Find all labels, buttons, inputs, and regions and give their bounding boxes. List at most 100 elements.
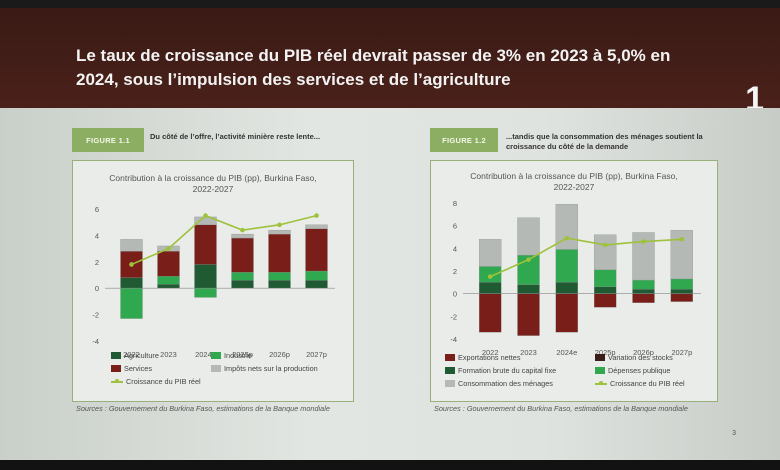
y-tick-label: 2 [453, 267, 457, 276]
legend-item: Exportations nettes [445, 353, 520, 362]
y-tick-label: -2 [450, 312, 457, 321]
growth-point [314, 213, 319, 218]
legend-label: Formation brute du capital fixe [458, 366, 557, 375]
y-tick-label: -4 [92, 337, 99, 346]
legend-line-swatch [595, 380, 607, 388]
legend-label: Industrie [224, 351, 252, 360]
y-tick-label: 6 [95, 205, 99, 214]
figure-2-legend: Exportations nettes Variation des stocks F… [445, 353, 715, 397]
bar-segment [268, 280, 291, 289]
bar-segment [120, 288, 143, 319]
figure-2-chart: Contribution à la croissance du PIB (pp)… [430, 160, 718, 402]
bar-segment [268, 229, 291, 235]
slide-body: FIGURE 1.1 Du côté de l’offre, l’activit… [0, 108, 780, 460]
bar-segment [157, 276, 180, 285]
legend-label: Services [124, 364, 152, 373]
slide-header: Le taux de croissance du PIB réel devrai… [0, 8, 780, 116]
figure-1-title-line1: Contribution à la croissance du PIB (pp)… [109, 173, 317, 183]
growth-point [679, 236, 685, 242]
bar-segment [305, 224, 328, 229]
growth-point [602, 242, 608, 248]
bar-segment [670, 288, 693, 294]
legend-line-swatch [111, 378, 123, 386]
bar-segment [594, 269, 617, 288]
x-tick-label: 2022 [482, 348, 499, 357]
legend-swatch [445, 380, 455, 387]
legend-item: Industrie [211, 351, 252, 360]
y-tick-label: 4 [453, 244, 457, 253]
legend-swatch [111, 365, 121, 372]
bar-segment [632, 232, 655, 281]
legend-label: Consommation des ménages [458, 379, 553, 388]
bar-segment [632, 293, 655, 303]
bar-segment [479, 293, 502, 333]
slide-title: Le taux de croissance du PIB réel devrai… [76, 46, 671, 89]
bar-segment [632, 279, 655, 290]
legend-swatch [445, 367, 455, 374]
bar-segment [479, 282, 502, 294]
growth-point [277, 222, 282, 228]
legend-item: Agriculture [111, 351, 159, 360]
slide-number-badge: 1 [745, 80, 764, 118]
bar-segment [194, 264, 217, 289]
bar-segment [231, 272, 254, 281]
growth-point [240, 227, 245, 233]
bar-segment [231, 233, 254, 239]
x-tick-label: 2023 [520, 348, 537, 357]
growth-point [564, 235, 570, 241]
bar-segment [555, 249, 578, 283]
legend-swatch [211, 365, 221, 372]
figure-1-legend: Agriculture Industrie Services Impôts nets … [111, 351, 351, 395]
x-tick-label: 2027p [306, 350, 327, 359]
x-tick-label: 2025p [232, 350, 253, 359]
legend-label: Dépenses publique [608, 366, 671, 375]
legend-item: Variation des stocks [595, 353, 673, 362]
bar-segment [517, 293, 540, 336]
bar-segment [231, 280, 254, 289]
y-tick-label: -4 [450, 335, 457, 344]
legend-item: Croissance du PIB réel [595, 379, 685, 388]
growth-point [129, 262, 134, 267]
bar-segment [670, 278, 693, 290]
bar-segment [157, 251, 180, 277]
legend-item: Formation brute du capital fixe [445, 366, 556, 375]
legend-label: Impôts nets sur la production [224, 364, 318, 373]
bar-segment [555, 293, 578, 333]
growth-point [641, 239, 646, 244]
x-tick-label: 2027p [671, 348, 692, 357]
bar-segment [268, 272, 291, 281]
x-tick-label: 2026p [633, 348, 654, 357]
bar-segment [670, 293, 693, 302]
y-tick-label: 8 [453, 199, 457, 208]
bar-segment [305, 228, 328, 272]
page-number: 3 [732, 430, 736, 437]
bar-segment [555, 203, 578, 250]
figure-1-source: Sources : Gouvernement du Burkina Faso, … [76, 404, 330, 413]
figure-2-title-line2: 2022-2027 [553, 182, 595, 192]
legend-item: Services [111, 364, 152, 373]
legend-swatch [111, 352, 121, 359]
legend-label: Variation des stocks [608, 353, 673, 362]
y-tick-label: 0 [95, 284, 99, 293]
y-tick-label: -2 [92, 311, 99, 320]
growth-point [487, 274, 493, 279]
figure-2-title-line1: Contribution à la croissance du PIB (pp)… [470, 171, 678, 181]
legend-swatch [445, 354, 455, 361]
bar-segment [555, 282, 578, 294]
figure-1-tag: FIGURE 1.1 [72, 128, 144, 152]
bar-segment [305, 280, 328, 289]
growth-point [526, 257, 531, 262]
bar-segment [305, 270, 328, 281]
growth-point [203, 213, 208, 218]
legend-swatch [595, 367, 605, 374]
legend-label: Exportations nettes [458, 353, 521, 362]
legend-label: Croissance du PIB réel [610, 379, 685, 388]
y-tick-label: 6 [453, 222, 457, 231]
legend-item: Dépenses publique [595, 366, 670, 375]
legend-swatch [595, 354, 605, 361]
figure-2-caption: ...tandis que la consommation des ménage… [506, 132, 703, 151]
bar-segment [517, 284, 540, 294]
x-tick-label: 2023 [160, 350, 177, 359]
legend-label: Agriculture [124, 351, 159, 360]
y-tick-label: 0 [453, 290, 457, 299]
